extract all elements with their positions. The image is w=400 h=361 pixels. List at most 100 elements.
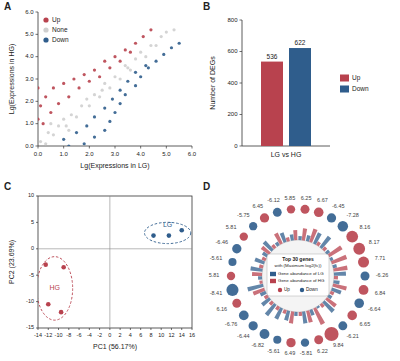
abundance-bar (259, 264, 264, 268)
x-tick (150, 328, 151, 330)
fold-change-label: -6.26 (376, 272, 389, 278)
point (139, 75, 142, 78)
fold-change-dot (301, 205, 310, 214)
fold-change-label: -5.75 (237, 212, 250, 218)
point (149, 44, 152, 47)
bar (289, 48, 311, 146)
data-label: 536 (267, 53, 278, 60)
x-tick (140, 146, 141, 149)
fold-change-dot (226, 284, 238, 296)
abundance-bar (302, 228, 307, 240)
fold-change-label: -6.76 (225, 321, 238, 327)
point (98, 75, 101, 78)
point (93, 115, 96, 118)
fold-change-dot (301, 338, 309, 346)
point (108, 120, 111, 123)
fold-change-dot (232, 244, 241, 253)
y-tick-label: -5 (29, 272, 34, 278)
y-tick (240, 20, 243, 21)
point (113, 55, 116, 58)
legend-label: Down (52, 36, 69, 43)
x-axis-title: Lg(Expressions in LG) (80, 162, 149, 170)
subtitle: with (Maximum log2(fc)) (275, 263, 322, 268)
point (129, 68, 132, 71)
point (72, 77, 75, 80)
x-tick (115, 146, 116, 149)
point (38, 118, 40, 121)
y-tick (36, 222, 38, 223)
point (39, 104, 42, 107)
bars (261, 48, 311, 146)
abundance-bar (271, 244, 276, 249)
legend-label: Gene abundance of LG (278, 271, 324, 276)
abundance-bar (298, 236, 302, 240)
abundance-bar (329, 291, 334, 296)
legend-swatch (340, 86, 349, 93)
zero-line (38, 248, 192, 249)
y-tick (36, 275, 38, 276)
legend-label: Up (52, 16, 61, 24)
point (39, 140, 42, 143)
legend-label: Down (306, 287, 318, 292)
abundance-bar (258, 276, 262, 280)
x-tick (130, 328, 131, 330)
abundance-bar (306, 310, 313, 323)
abundance-bar (316, 305, 320, 308)
fold-change-label: 6.45 (252, 203, 263, 209)
x-tick-label: 14 (179, 332, 185, 338)
point (67, 95, 70, 98)
abundance-bar (316, 241, 321, 246)
fold-change-label: 6.49 (285, 350, 296, 356)
point (111, 98, 114, 101)
abundance-bar (252, 272, 262, 276)
fold-change-dot (346, 231, 358, 243)
point (44, 142, 47, 145)
fold-change-dot (338, 221, 348, 231)
point (170, 46, 173, 49)
y-tick (36, 248, 38, 249)
point (179, 228, 184, 233)
y-tick-label: 6.0 (25, 9, 34, 15)
fold-change-label: -6.21 (346, 333, 359, 339)
x-tick (140, 328, 141, 330)
fold-change-dot (286, 338, 295, 347)
point (119, 60, 122, 63)
x-tick (38, 146, 39, 149)
point (52, 86, 55, 89)
x-tick-label: 4.0 (136, 151, 145, 157)
abundance-bar (293, 230, 297, 240)
abundance-bar (275, 305, 280, 310)
x-tick (120, 328, 121, 330)
point (62, 118, 65, 121)
panel-label: B (203, 1, 210, 12)
point (67, 129, 70, 132)
point (49, 122, 52, 125)
point (46, 302, 51, 307)
abundance-bar (269, 301, 274, 306)
x-tick-label: 4 (129, 332, 132, 338)
y-tick-label: 0 (234, 143, 238, 149)
fold-change-dot (287, 205, 295, 213)
x-tick (79, 328, 80, 330)
point (126, 80, 129, 83)
points (38, 222, 191, 320)
fold-change-dot (327, 213, 336, 222)
point (59, 310, 64, 315)
title: Top 30 genes (282, 256, 314, 262)
point (57, 102, 60, 105)
point (134, 42, 137, 45)
group-ellipse (38, 257, 73, 321)
x-tick (109, 328, 110, 330)
x-tick (181, 328, 182, 330)
fold-change-dot (359, 285, 369, 295)
fold-change-label: -6.45 (332, 203, 345, 209)
point (134, 84, 137, 87)
point (124, 93, 127, 96)
point (75, 131, 78, 134)
fold-change-label: 6.22 (317, 348, 328, 354)
point (134, 57, 137, 60)
panel-label: C (4, 181, 11, 192)
x-tick (192, 146, 193, 149)
point (88, 104, 91, 107)
point (93, 135, 96, 138)
